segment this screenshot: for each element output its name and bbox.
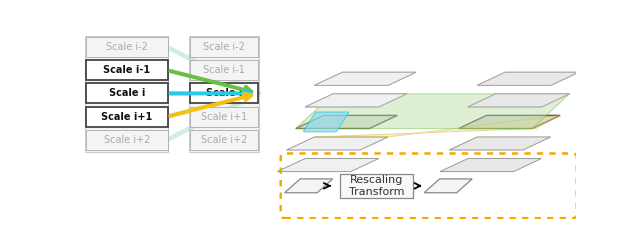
Text: Scale i-2: Scale i-2	[106, 42, 148, 52]
Polygon shape	[314, 72, 416, 85]
Bar	[86, 37, 168, 57]
Text: Scale i: Scale i	[206, 88, 243, 98]
Polygon shape	[305, 94, 406, 107]
Bar	[340, 173, 413, 198]
Text: Scale i: Scale i	[109, 88, 145, 98]
Text: Scale i+2: Scale i+2	[104, 135, 150, 145]
Polygon shape	[285, 179, 333, 193]
Polygon shape	[303, 112, 349, 132]
Bar	[189, 36, 259, 152]
Text: Scale i+1: Scale i+1	[101, 111, 152, 122]
Bar	[86, 107, 168, 126]
Polygon shape	[477, 72, 579, 85]
Polygon shape	[287, 137, 388, 150]
Polygon shape	[459, 115, 560, 128]
Bar	[86, 83, 168, 103]
Bar	[190, 83, 259, 103]
Text: Scale i+2: Scale i+2	[201, 135, 247, 145]
Polygon shape	[468, 94, 570, 107]
Bar	[86, 130, 168, 150]
Polygon shape	[296, 115, 397, 128]
Polygon shape	[477, 72, 579, 85]
Text: Scale i-2: Scale i-2	[204, 42, 245, 52]
Text: Rescaling
Transform: Rescaling Transform	[349, 175, 404, 197]
Bar	[190, 107, 259, 126]
Bar	[190, 60, 259, 80]
Polygon shape	[277, 158, 379, 172]
Polygon shape	[468, 94, 570, 107]
Bar	[190, 130, 259, 150]
Polygon shape	[296, 94, 570, 128]
Polygon shape	[449, 137, 551, 150]
Polygon shape	[314, 115, 560, 137]
Bar	[190, 37, 259, 57]
Text: Scale i-1: Scale i-1	[204, 65, 245, 75]
Bar	[85, 36, 168, 152]
Text: Scale i+1: Scale i+1	[201, 111, 247, 122]
Polygon shape	[424, 179, 472, 193]
Bar	[86, 60, 168, 80]
Text: Scale i-1: Scale i-1	[103, 65, 150, 75]
Polygon shape	[305, 94, 406, 107]
Polygon shape	[440, 158, 541, 172]
Polygon shape	[314, 72, 416, 85]
